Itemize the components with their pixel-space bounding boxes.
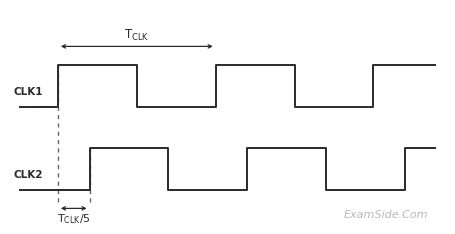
Text: ExamSide.Com: ExamSide.Com <box>344 210 429 220</box>
Text: T$_{\mathrm{CLK}}$/5: T$_{\mathrm{CLK}}$/5 <box>57 212 91 226</box>
Text: T$_{\mathrm{CLK}}$: T$_{\mathrm{CLK}}$ <box>124 28 149 44</box>
Text: CLK2: CLK2 <box>14 170 43 180</box>
Text: CLK1: CLK1 <box>14 87 43 97</box>
